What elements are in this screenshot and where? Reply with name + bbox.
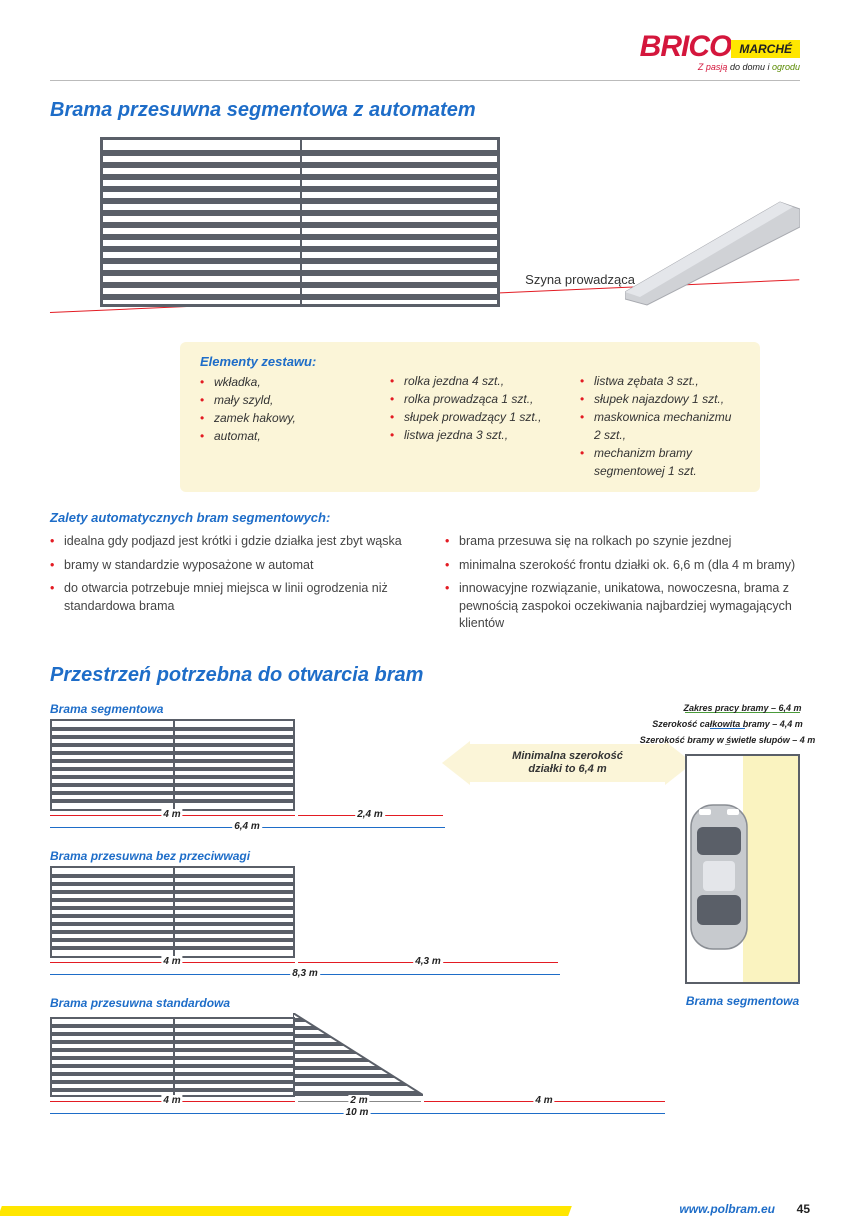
- elements-list-1: wkładka, mały szyld, zamek hakowy, autom…: [200, 373, 360, 445]
- gate-std-label: Brama przesuwna standardowa: [50, 996, 665, 1010]
- elements-header: Elementy zestawu:: [200, 354, 360, 369]
- gate-figure: Szyna prowadząca: [50, 137, 800, 332]
- footer-page-number: 45: [797, 1202, 810, 1216]
- logo-marche: MARCHÉ: [731, 40, 800, 58]
- gate-seg-label: Brama segmentowa: [50, 702, 665, 716]
- plan-view: Zakres pracy bramy – 6,4 m Szerokość cał…: [685, 702, 800, 1135]
- elements-box: Elementy zestawu: wkładka, mały szyld, z…: [180, 342, 760, 492]
- footer-url: www.polbram.eu: [679, 1202, 775, 1216]
- elements-list-2: rolka jezdna 4 szt., rolka prowadząca 1 …: [390, 372, 550, 444]
- plan-caption: Brama segmentowa: [685, 994, 800, 1008]
- advantages-columns: idealna gdy podjazd jest krótki i gdzie …: [50, 533, 800, 639]
- min-width-arrow: Minimalna szerokość działki to 6,4 m: [470, 744, 665, 782]
- section-title-1: Brama przesuwna segmentowa z automatem: [50, 99, 800, 122]
- page-footer: www.polbram.eu 45: [0, 1198, 850, 1230]
- gate-noweight-label: Brama przesuwna bez przeciwwagi: [50, 849, 665, 863]
- counterweight-triangle: [293, 1013, 423, 1097]
- gate-diagrams: Brama segmentowa: [50, 702, 665, 1135]
- advantages-header: Zalety automatycznych bram segmentowych:: [50, 510, 800, 525]
- brand-logo: BRICOMARCHÉ Z pasją do domu i ogrodu: [50, 30, 800, 72]
- section-title-2: Przestrzeń potrzebna do otwarcia bram: [50, 664, 800, 687]
- header-rule: [50, 80, 800, 81]
- elements-list-3: listwa zębata 3 szt., słupek najazdowy 1…: [580, 372, 740, 480]
- car-icon: [679, 797, 759, 957]
- rail-illustration: [625, 197, 800, 307]
- rail-label: Szyna prowadząca: [525, 272, 635, 287]
- logo-brico: BRICO: [640, 30, 732, 64]
